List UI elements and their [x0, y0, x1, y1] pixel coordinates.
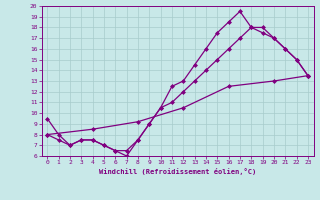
X-axis label: Windchill (Refroidissement éolien,°C): Windchill (Refroidissement éolien,°C): [99, 168, 256, 175]
